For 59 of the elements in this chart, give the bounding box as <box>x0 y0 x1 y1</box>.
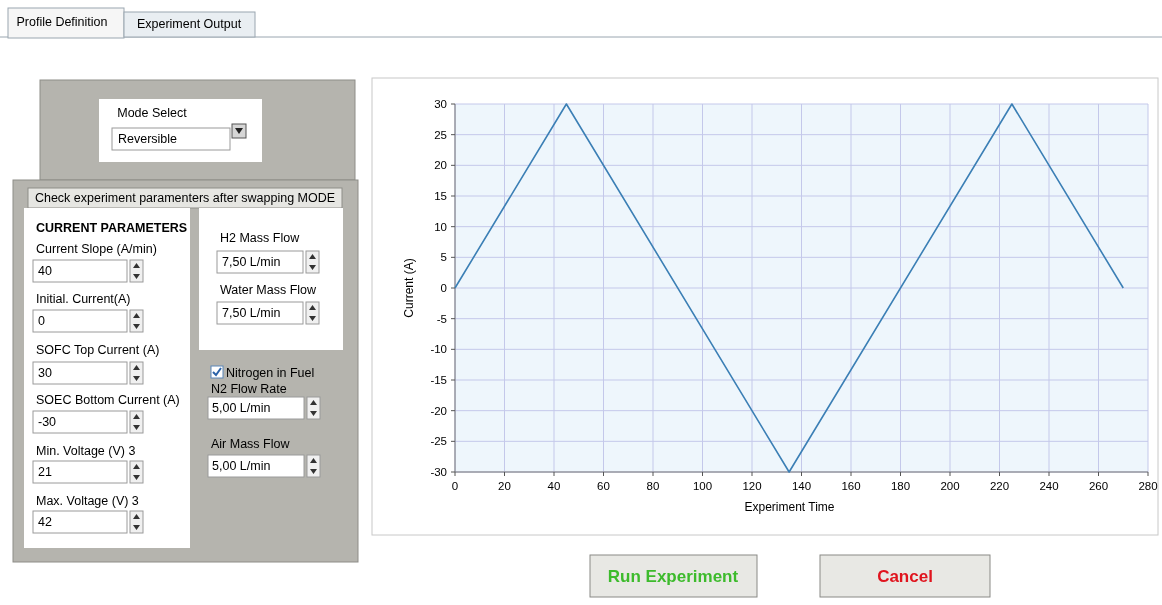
y-tick-label: 25 <box>434 128 447 141</box>
x-tick-label: 100 <box>692 480 713 492</box>
y-tick-label: 10 <box>434 220 447 233</box>
text: SOFC Top Current (A) <box>36 343 160 357</box>
x-tick-label: 20 <box>498 480 511 492</box>
text: 0 <box>38 314 45 328</box>
text: Min. Voltage (V) 3 <box>36 444 136 458</box>
y-tick-label: -25 <box>430 435 447 448</box>
text: Water Mass Flow <box>220 283 318 297</box>
x-tick-label: 120 <box>742 480 762 492</box>
text: Mode Select <box>117 106 188 120</box>
y-tick-label: -10 <box>430 343 447 356</box>
text: SOEC Bottom Current (A) <box>36 393 180 407</box>
x-tick-label: 140 <box>791 480 812 492</box>
y-tick-label: 0 <box>440 282 447 294</box>
x-tick-label: 0 <box>451 480 459 492</box>
x-tick-label: 280 <box>1138 480 1158 492</box>
text: 5,00 L/min <box>212 459 271 473</box>
y-tick-label: -5 <box>436 312 447 325</box>
text: 21 <box>38 465 52 479</box>
x-axis-title: Experiment Time <box>744 500 835 514</box>
y-tick-label: 30 <box>434 98 447 110</box>
y-axis-title: Current (A) <box>402 258 416 318</box>
x-tick-label: 260 <box>1088 480 1109 492</box>
x-tick-label: 180 <box>890 480 911 492</box>
text: 30 <box>38 366 52 380</box>
text: 40 <box>38 264 52 278</box>
text: 7,50 L/min <box>222 306 281 320</box>
text: -30 <box>38 415 57 429</box>
y-tick-label: 15 <box>434 190 447 202</box>
x-tick-label: 80 <box>646 480 660 492</box>
text: 7,50 L/min <box>222 255 281 269</box>
text: Reversible <box>118 132 178 146</box>
text: Experiment Output <box>136 17 242 31</box>
text: Max. Voltage (V) 3 <box>36 494 139 508</box>
text: N2 Flow Rate <box>211 382 287 396</box>
text: CURRENT PARAMETERS <box>36 221 188 235</box>
x-tick-label: 220 <box>989 480 1010 492</box>
text: Run Experiment <box>607 567 739 586</box>
y-tick-label: -20 <box>430 404 447 417</box>
text: Cancel <box>877 567 933 586</box>
x-tick-label: 160 <box>841 480 861 492</box>
text: 42 <box>38 515 52 529</box>
text: Profile Definition <box>16 15 108 29</box>
y-tick-label: 20 <box>434 159 447 172</box>
y-tick-label: 5 <box>440 251 447 264</box>
text: H2 Mass Flow <box>220 231 301 245</box>
x-tick-label: 240 <box>1039 480 1059 492</box>
text: 5,00 L/min <box>212 401 271 415</box>
text: Current Slope (A/min) <box>36 242 157 256</box>
x-tick-label: 40 <box>547 480 561 492</box>
text: Initial. Current(A) <box>36 292 131 306</box>
text: Air Mass Flow <box>211 437 291 451</box>
y-tick-label: -30 <box>430 466 447 478</box>
x-tick-label: 200 <box>940 480 960 492</box>
text: Check experiment paramenters after swapping MODE <box>34 191 336 205</box>
x-tick-label: 60 <box>597 480 610 492</box>
text: Nitrogen in Fuel <box>226 366 315 380</box>
y-tick-label: -15 <box>430 374 447 386</box>
